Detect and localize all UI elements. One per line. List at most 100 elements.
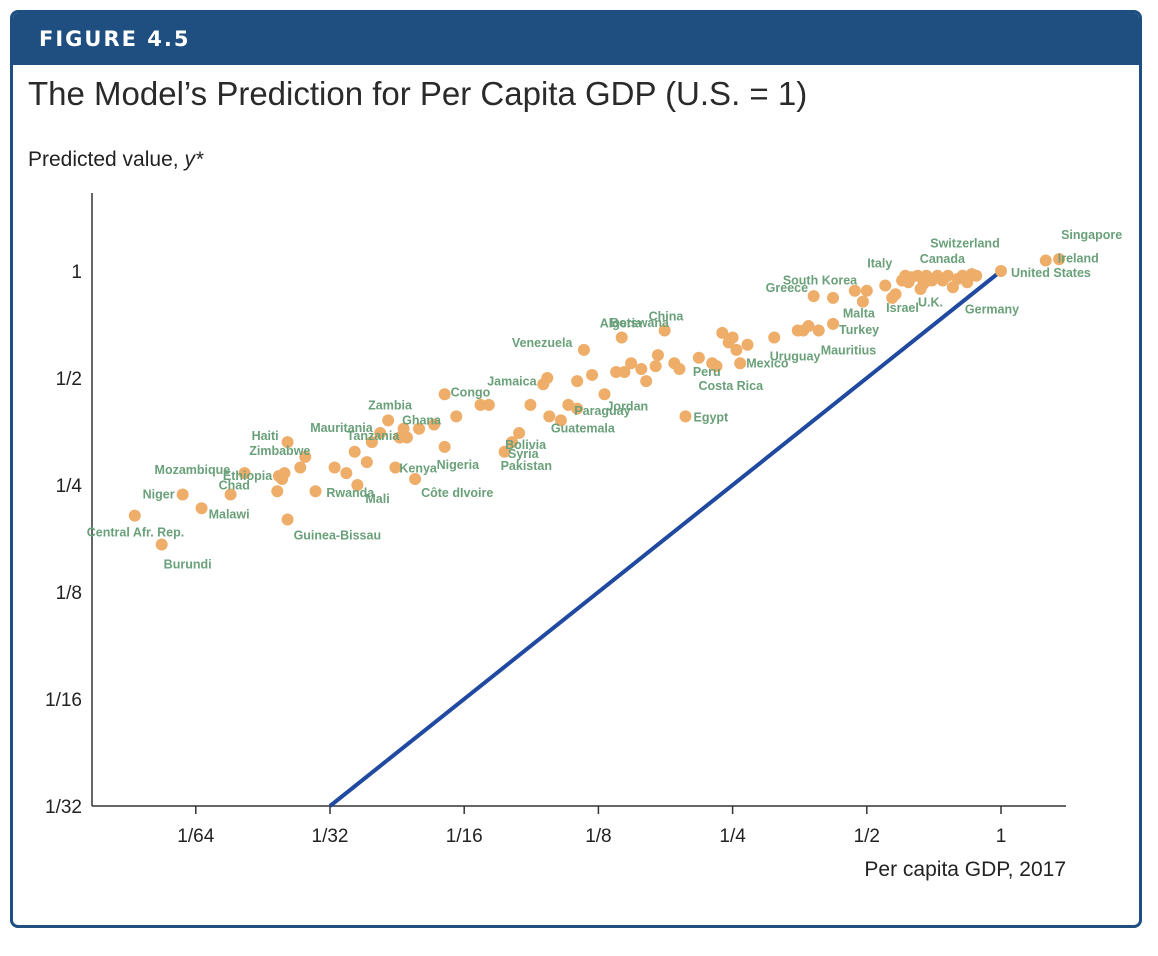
data-point [692, 351, 705, 364]
data-point [827, 291, 840, 304]
data-point [554, 414, 567, 427]
country-label: Pakistan [501, 459, 552, 473]
data-point [610, 365, 623, 378]
country-label: Greece [766, 281, 808, 295]
x-tick-label: 1 [996, 826, 1007, 847]
country-label: Canada [920, 252, 966, 266]
data-point [438, 440, 451, 453]
country-label: Malta [843, 307, 876, 321]
y-tick-label: 1/4 [56, 476, 83, 497]
data-point [571, 375, 584, 388]
country-label: Malawi [209, 507, 250, 521]
data-point [730, 343, 743, 356]
data-point [651, 349, 664, 362]
country-label: Mauritania [310, 421, 374, 435]
data-point [879, 279, 892, 292]
country-label: Jamaica [487, 374, 537, 388]
data-point [238, 467, 251, 480]
country-label: Nigeria [437, 458, 480, 472]
y-tick-label: 1/16 [45, 690, 82, 711]
data-point [294, 461, 307, 474]
data-point [640, 375, 653, 388]
data-point [450, 410, 463, 423]
x-tick-label: 1/64 [177, 826, 214, 847]
country-label: Algeria [600, 316, 643, 330]
country-label: Uruguay [770, 350, 821, 364]
data-point [513, 427, 526, 440]
data-point [498, 445, 511, 458]
data-point [543, 410, 556, 423]
country-label: Mexico [746, 356, 789, 370]
figure-banner: FIGURE 4.5 [13, 13, 1139, 65]
data-point [155, 538, 168, 551]
data-point [351, 479, 364, 491]
data-point [896, 274, 909, 287]
country-label: Côte dIvoire [421, 486, 493, 500]
data-point [615, 331, 628, 344]
data-point [860, 284, 873, 297]
country-label: Syria [508, 447, 540, 461]
data-point [348, 445, 361, 458]
data-point [716, 326, 729, 339]
x-tick-label: 1/8 [585, 826, 611, 847]
data-point [374, 427, 387, 440]
line-layer [328, 269, 1003, 808]
country-label: Niger [143, 488, 175, 502]
data-point [649, 360, 662, 373]
chart-title: The Model’s Prediction for Per Capita GD… [28, 75, 808, 112]
country-label: Egypt [693, 410, 729, 424]
data-point [393, 431, 406, 444]
country-label: Mali [365, 492, 389, 506]
x-axis-label: Per capita GDP, 2017 [864, 858, 1066, 881]
data-point [1039, 254, 1052, 267]
data-point [807, 290, 820, 303]
data-point [856, 295, 869, 308]
country-label: U.K. [918, 296, 943, 310]
country-label: Central Afr. Rep. [87, 526, 184, 540]
country-label: South Korea [783, 274, 858, 288]
country-label: Mauritius [821, 344, 877, 358]
data-point [812, 324, 825, 337]
data-point [995, 265, 1007, 277]
country-label: Singapore [1061, 228, 1122, 242]
data-point [409, 472, 422, 485]
country-label: Ghana [402, 413, 442, 427]
country-label: Haiti [252, 429, 279, 443]
x-tick-label: 1/32 [312, 826, 349, 847]
data-point [768, 331, 781, 344]
data-point [658, 324, 671, 337]
data-point [722, 336, 735, 349]
x-tick-label: 1/16 [446, 826, 483, 847]
data-point [328, 461, 341, 474]
country-label: China [649, 310, 685, 324]
points-layer [128, 253, 1066, 551]
y-tick-label: 1 [71, 262, 82, 283]
y-tick-label: 1/2 [56, 369, 82, 390]
data-point [848, 284, 861, 297]
data-point [956, 269, 969, 282]
data-point [382, 414, 395, 427]
data-point [428, 418, 441, 431]
x-tick-label: 1/2 [854, 826, 880, 847]
y-tick-label: 1/8 [56, 583, 82, 604]
country-label: Peru [693, 365, 721, 379]
country-label: Israel [886, 301, 919, 315]
data-point [309, 485, 322, 498]
country-label: Italy [867, 257, 892, 271]
y-tick-label: 1/32 [45, 797, 82, 818]
country-label: Kenya [399, 462, 438, 476]
data-point [741, 338, 754, 351]
country-label: Costa Rica [698, 379, 764, 393]
country-label: Botswana [610, 316, 670, 330]
country-label: Switzerland [930, 237, 999, 251]
data-point [706, 357, 719, 370]
data-point [827, 317, 840, 330]
country-label: Bolivia [505, 438, 547, 452]
data-point [438, 388, 451, 401]
country-label: United States [1011, 266, 1091, 280]
data-point [281, 513, 294, 526]
country-label: Venezuela [512, 336, 573, 350]
data-point [413, 422, 426, 435]
data-point [625, 357, 638, 370]
